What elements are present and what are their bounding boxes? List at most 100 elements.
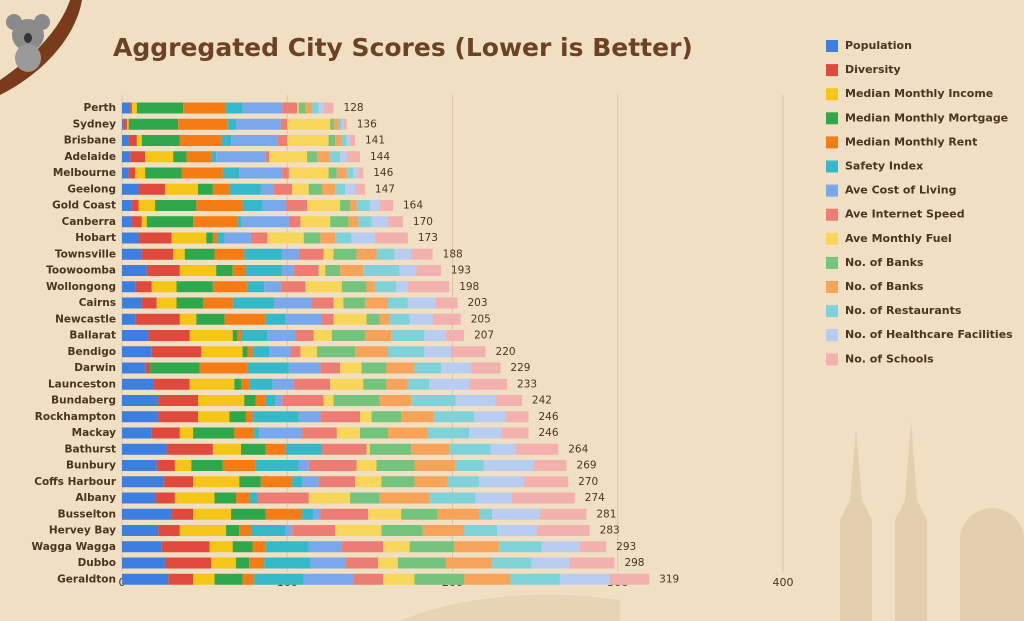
bar-segment — [131, 200, 139, 211]
bar-segment — [265, 541, 309, 553]
bar-segment — [285, 200, 308, 211]
bar-segment — [168, 573, 194, 585]
bar-segment — [432, 313, 461, 325]
y-tick-label: Ballarat — [69, 330, 116, 342]
y-tick-label: Bundaberg — [51, 395, 116, 407]
bar-segment — [411, 395, 456, 406]
bar-segment — [164, 557, 212, 569]
bar-segment — [396, 281, 408, 293]
bar-segment — [240, 330, 268, 341]
bar-segment — [122, 118, 124, 130]
bar-segment — [511, 492, 575, 504]
bar-segment — [383, 573, 415, 585]
bar-segment — [272, 378, 294, 390]
bar-segment — [325, 265, 341, 276]
y-tick-label: Launceston — [48, 378, 116, 390]
bar-segment — [171, 232, 207, 244]
bar-segment — [275, 395, 283, 406]
bar-segment — [470, 362, 501, 374]
bar-segment — [293, 378, 331, 390]
bar-segment — [368, 508, 402, 520]
bar-segment — [495, 395, 522, 406]
bar-segment — [189, 378, 235, 390]
total-label: 293 — [616, 541, 636, 553]
bar-segment — [292, 183, 309, 195]
bar-segment — [303, 573, 354, 585]
bar-segment — [292, 525, 336, 536]
bar-segment — [376, 248, 395, 260]
bar-segment — [308, 183, 322, 195]
bar-segment — [237, 216, 241, 228]
bar-segment — [212, 281, 248, 293]
bar-segment — [302, 427, 337, 439]
bar-segment — [302, 476, 319, 488]
bar-segment — [212, 183, 230, 195]
bar-segment — [359, 411, 372, 423]
bar-segment — [155, 200, 197, 211]
bar-segment — [533, 460, 567, 471]
bar-segment — [158, 525, 180, 536]
bar-segment — [391, 330, 425, 341]
legend-swatch — [826, 353, 838, 366]
bar-segment — [414, 362, 441, 374]
bar-segment — [298, 460, 309, 471]
bar-segment — [559, 573, 610, 585]
bar-segment — [355, 476, 382, 488]
bar-segment — [338, 118, 342, 130]
bar-segment — [239, 525, 251, 536]
bar-segment — [386, 378, 408, 390]
legend-swatch — [826, 232, 838, 245]
bar-segment — [323, 248, 334, 260]
bar-segment — [265, 313, 286, 325]
bar-segment — [138, 200, 156, 211]
y-tick-label: Geraldton — [57, 573, 116, 585]
bar-segment — [320, 508, 369, 520]
bar-segment — [445, 557, 493, 569]
bar-segment — [361, 362, 387, 374]
bar-segment — [145, 151, 174, 163]
bar-segment — [320, 411, 360, 423]
y-tick-label: Bendigo — [68, 346, 116, 358]
bar-segment — [141, 248, 174, 260]
bar-segment — [224, 313, 266, 325]
bar-segment — [126, 118, 129, 130]
bar-segment — [333, 313, 367, 325]
bar-segment — [381, 476, 415, 488]
bar-segment — [407, 297, 436, 309]
bar-segment — [250, 525, 286, 536]
bar-segment — [454, 541, 499, 553]
bar-segment — [333, 297, 344, 309]
bar-segment — [298, 248, 324, 260]
bar-segment — [122, 557, 165, 569]
y-tick-label: Bunbury — [66, 460, 116, 472]
bar-segment — [449, 443, 491, 455]
bar-segment — [179, 265, 217, 276]
bar-segment — [364, 330, 392, 341]
bar-segment — [136, 135, 142, 146]
bar-segment — [269, 346, 291, 358]
bar-segment — [340, 265, 364, 276]
bar-segment — [359, 427, 389, 439]
bar-segment — [323, 102, 334, 114]
total-label: 205 — [471, 313, 491, 325]
bar-segment — [307, 200, 341, 211]
bar-segment — [193, 427, 235, 439]
y-tick-label: Toowoomba — [46, 265, 116, 277]
bar-segment — [333, 395, 380, 406]
bar-segment — [122, 281, 136, 293]
bar-segment — [320, 232, 336, 244]
bar-segment — [364, 297, 389, 309]
bar-segment — [173, 151, 187, 163]
bar-segment — [174, 492, 215, 504]
bar-segment — [193, 573, 215, 585]
bar-segment — [340, 362, 362, 374]
bar-segment — [242, 573, 255, 585]
bar-segment — [232, 265, 246, 276]
bar-segment — [249, 378, 273, 390]
bar-segment — [374, 232, 408, 244]
bar-segment — [515, 443, 559, 455]
legend-swatch — [826, 40, 838, 52]
legend-label: Population — [845, 39, 912, 52]
bar-segment — [236, 118, 281, 130]
